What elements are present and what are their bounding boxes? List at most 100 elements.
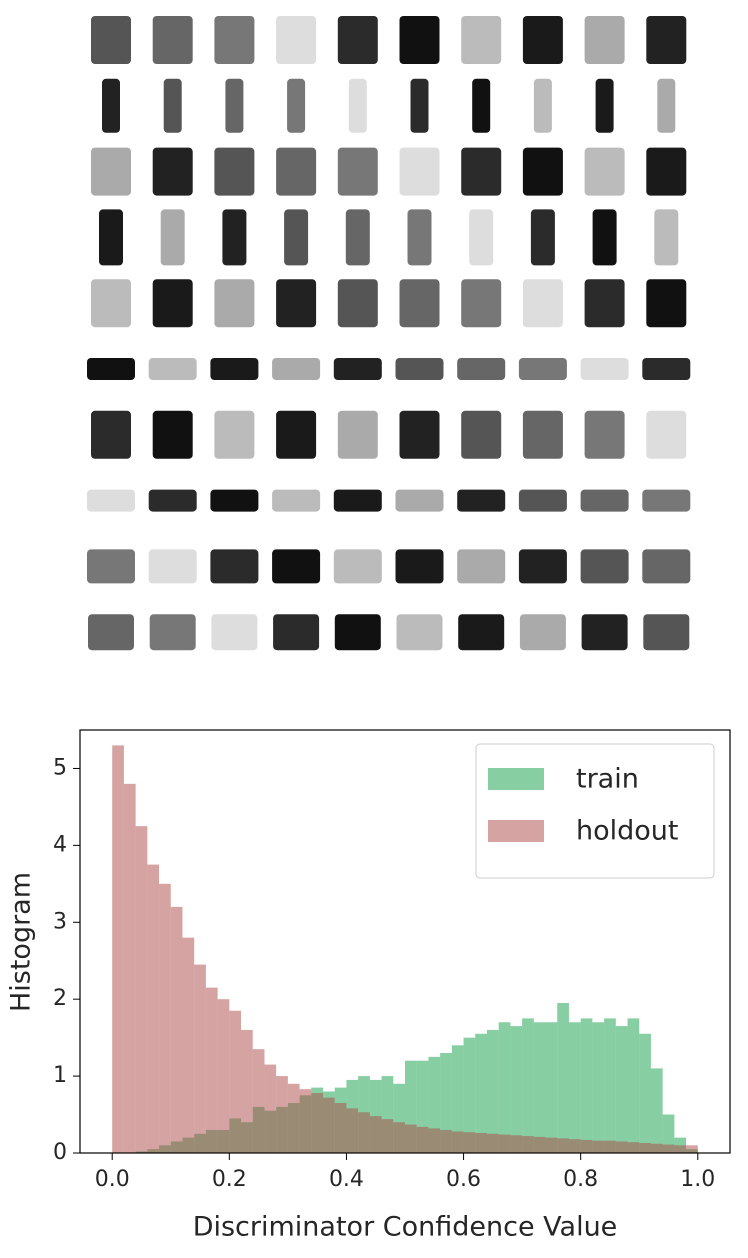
histogram-bar [451,1045,464,1153]
sample-image [148,358,197,380]
sample-image [333,489,382,512]
sample-image [395,549,444,584]
histogram-bar [393,1122,405,1153]
sample-image [519,614,566,651]
sample-image [457,358,506,380]
y-tick-label: 3 [53,909,67,934]
sample-image [272,358,321,380]
histogram-bar [463,1132,476,1153]
sample-image [152,410,193,459]
sample-image [580,358,629,380]
sample-image [149,614,196,651]
sample-image [407,209,432,266]
y-tick-label: 4 [53,832,67,857]
sample-image [642,549,691,584]
histogram-bar [592,1022,605,1153]
histogram-bar [381,1119,394,1153]
histogram-bar [194,964,206,1153]
x-tick-label: 0.2 [212,1167,247,1192]
sample-image [592,209,617,266]
sample-image [396,614,443,651]
sample-image [337,279,378,328]
histogram-bar [686,1145,698,1153]
histogram-bar [604,1140,616,1153]
legend-label: train [576,764,639,795]
histogram-bar [533,1136,546,1153]
sample-image [457,489,506,512]
histogram-bar [416,1126,429,1153]
histogram-bar [205,987,218,1153]
sample-image [595,78,614,133]
histogram-bar [123,783,136,1153]
histogram-bar [662,1144,675,1153]
histogram-bar [170,906,183,1153]
y-tick-label: 2 [53,986,67,1011]
sample-image [91,279,131,328]
sample-image [399,147,440,196]
histogram-bar [334,1103,347,1153]
x-tick-label: 0.4 [329,1167,364,1192]
sample-image [584,410,625,459]
histogram-bar [486,1133,499,1153]
x-tick-label: 0.0 [95,1167,130,1192]
y-tick-label: 0 [53,1140,67,1165]
sample-image [273,614,320,651]
sample-image [581,614,628,651]
sample-image [518,549,567,584]
sample-image [399,410,440,459]
sample-image [333,549,382,584]
sample-image [533,78,552,133]
sample-image [334,614,381,651]
sample-image [522,147,563,196]
sample-image [584,279,625,328]
histogram-bar [451,1131,464,1153]
sample-image [522,279,563,328]
sample-image [522,16,563,64]
histogram-bar [229,1010,242,1153]
histogram-bar [580,1018,593,1153]
histogram-bar [650,1143,663,1153]
histogram-bar [276,1076,288,1153]
histogram-bar [545,1137,558,1153]
sample-image [99,209,123,266]
y-tick-label: 5 [53,755,67,780]
sample-image [348,78,367,133]
sample-image [461,410,502,459]
histogram-bar [440,1053,452,1153]
sample-image [472,78,491,133]
histogram-bar [522,1136,534,1153]
sample-image [214,279,255,328]
histogram-bar [381,1076,394,1153]
histogram-bar [604,1018,616,1153]
sample-image [333,358,382,380]
sample-image [148,489,197,512]
sample-image [87,549,135,584]
sample-image [584,147,625,196]
legend-swatch [488,820,544,842]
x-tick-label: 0.6 [446,1167,481,1192]
sample-image [457,549,506,584]
sample-image [222,209,247,266]
sample-image [642,489,691,512]
sample-image [276,147,317,196]
sample-image [211,614,258,651]
sample-image [152,147,193,196]
histogram-bar [568,1022,581,1153]
sample-image [276,410,317,459]
histogram-bar [627,1142,640,1153]
histogram-bar [557,1003,569,1153]
sample-image [399,16,440,64]
sample-image [654,209,679,266]
histogram-bar [428,1056,441,1153]
histogram-bar [498,1022,511,1153]
sample-image [458,614,505,651]
histogram-bar [182,937,195,1153]
sample-image [646,16,687,64]
sample-image [461,147,502,196]
histogram-bar [264,1064,277,1153]
histogram-bar [557,1138,569,1153]
histogram-bar [615,1141,628,1153]
x-tick-label: 0.8 [563,1167,598,1192]
sample-image [276,16,317,64]
sample-image [643,614,690,651]
